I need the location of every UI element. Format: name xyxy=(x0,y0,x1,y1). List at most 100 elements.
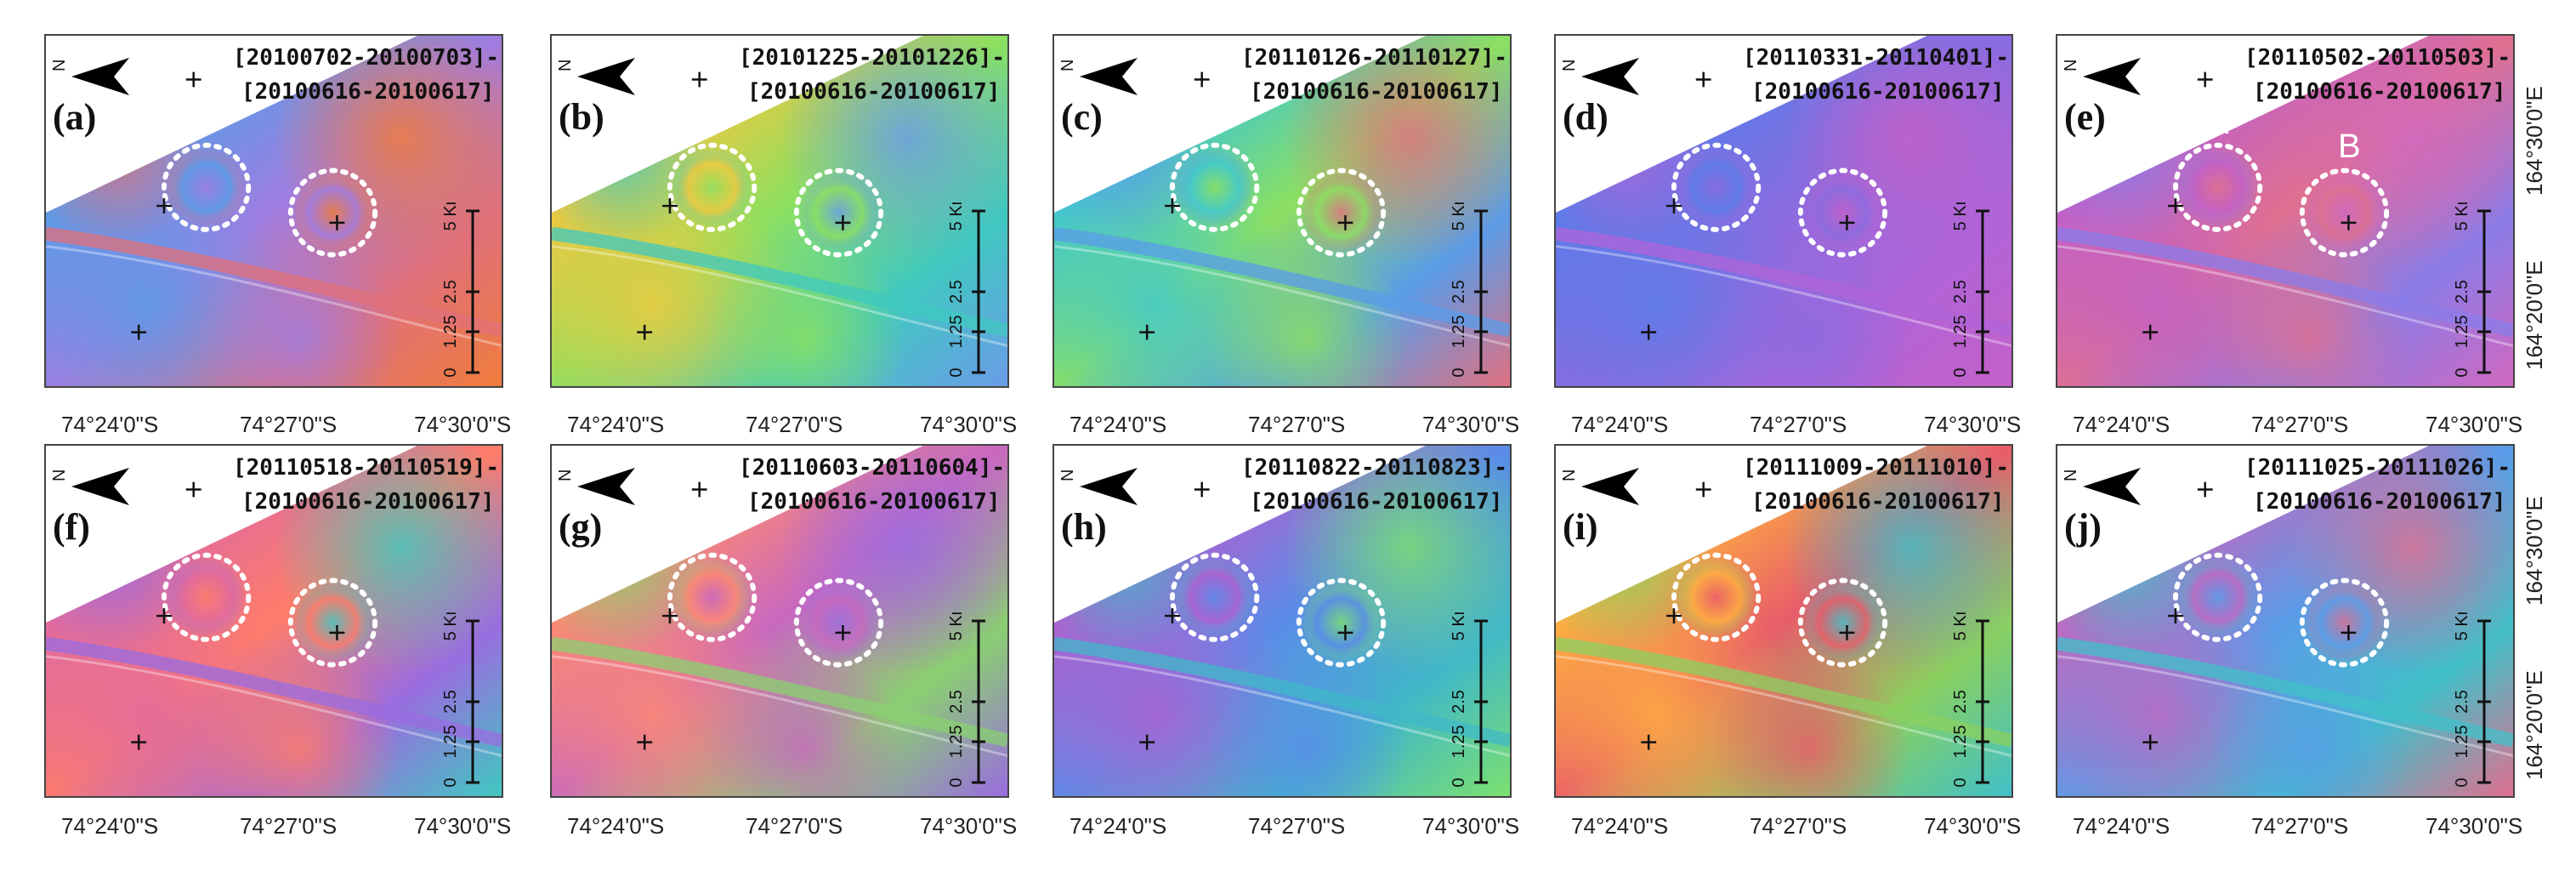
scale-bar-label: 2.5 xyxy=(2453,280,2471,304)
interferogram-image xyxy=(1054,36,1510,386)
x-tick-label: 74°24'0"S xyxy=(1571,813,1669,839)
date-bottom: [20100616-20100617] xyxy=(747,489,1001,515)
scale-bar-label: 2.5 xyxy=(1951,280,1970,304)
panel-label: (d) xyxy=(1563,96,1609,138)
scale-bar-label: 1.25 xyxy=(947,726,966,759)
scale-bar-label: 5 Km xyxy=(1450,612,1468,640)
north-arrow-icon: N xyxy=(557,58,635,95)
scale-bar-label: 0 xyxy=(441,777,460,787)
panel-f: N (f) [20110518-20110519]- [20100616-201006… xyxy=(44,444,503,798)
date-pair-label: [20110822-20110823]- [20100616-20100617] xyxy=(1241,451,1507,519)
date-pair-label: [20111025-20111026]- [20100616-20100617] xyxy=(2244,451,2511,519)
svg-text:N: N xyxy=(2063,470,2080,481)
x-tick-label: 74°24'0"S xyxy=(567,412,665,437)
x-tick-label: 74°30'0"S xyxy=(2426,412,2523,437)
date-top: [20100702-20100703]- xyxy=(233,45,500,71)
x-tick-label: 74°27'0"S xyxy=(746,412,843,437)
north-arrow-icon: N xyxy=(1059,58,1138,95)
date-top: [20111009-20111010]- xyxy=(1743,455,2010,481)
scale-bar-label: 1.25 xyxy=(441,726,460,759)
interferogram-image xyxy=(1556,446,2011,796)
x-tick-label: 74°27'0"S xyxy=(1248,412,1346,437)
scale-bar-label: 1.25 xyxy=(1450,726,1468,759)
y-tick-label: 164°30'0"E xyxy=(2522,86,2547,196)
scale-bar-label: 5 Km xyxy=(1951,202,1970,231)
date-top: [20101225-20101226]- xyxy=(739,45,1006,71)
y-tick-label: 164°20'0"E xyxy=(2522,670,2547,780)
panel-label: (j) xyxy=(2064,506,2102,548)
x-tick-label: 74°27'0"S xyxy=(746,813,843,839)
date-bottom: [20100616-20100617] xyxy=(1250,79,1503,105)
lake-marker-b: B xyxy=(2338,128,2361,165)
scale-bar-label: 0 xyxy=(2453,777,2471,787)
panel-i: N (i) [20111009-20111010]- [20100616-201006… xyxy=(1554,444,2013,798)
scale-bar-label: 5 Km xyxy=(947,612,966,640)
scale-bar-label: 0 xyxy=(947,367,966,377)
date-bottom: [20100616-20100617] xyxy=(1751,79,2005,105)
panel-d: N (d) [20110331-20110401]- [20100616-201006… xyxy=(1554,34,2013,388)
x-tick-label: 74°27'0"S xyxy=(240,813,338,839)
north-arrow-icon: N xyxy=(2063,58,2141,95)
interferogram-image xyxy=(552,36,1007,386)
panel-label: (a) xyxy=(53,96,97,138)
date-pair-label: [20110502-20110503]- [20100616-20100617] xyxy=(2244,41,2511,109)
scale-bar: 0 1.25 2.5 5 Km xyxy=(947,202,985,378)
x-tick-label: 74°24'0"S xyxy=(1571,412,1669,437)
x-tick-label: 74°27'0"S xyxy=(240,412,338,437)
panel-c: N (c) [20110126-20110127]- [20100616-201006… xyxy=(1053,34,1512,388)
svg-text:N: N xyxy=(51,470,69,481)
x-tick-label: 74°24'0"S xyxy=(1070,412,1167,437)
north-arrow-icon: N xyxy=(557,468,635,505)
x-tick-label: 74°24'0"S xyxy=(61,813,159,839)
scale-bar-label: 2.5 xyxy=(441,690,460,714)
panel-b: N (b) [20101225-20101226]- [20100616-201006… xyxy=(550,34,1009,388)
date-pair-label: [20110126-20110127]- [20100616-20100617] xyxy=(1241,41,1507,109)
scale-bar: 0 1.25 2.5 5 Km xyxy=(1450,612,1488,788)
date-bottom: [20100616-20100617] xyxy=(2253,79,2506,105)
x-tick-label: 74°30'0"S xyxy=(414,813,512,839)
panel-label: (g) xyxy=(559,506,603,548)
panel-j: N (j) [20111025-20111026]- [20100616-201006… xyxy=(2056,444,2515,798)
scale-bar: 0 1.25 2.5 5 Km xyxy=(441,202,479,378)
scale-bar-label: 2.5 xyxy=(1450,280,1468,304)
svg-text:N: N xyxy=(1059,470,1077,481)
scale-bar-label: 2.5 xyxy=(1951,690,1970,714)
x-tick-label: 74°27'0"S xyxy=(2251,412,2349,437)
date-bottom: [20100616-20100617] xyxy=(1250,489,1503,515)
panel-e: N (e) [20110502-20110503]- [20100616-201006… xyxy=(2056,34,2515,388)
interferogram-image xyxy=(2057,446,2513,796)
scale-bar-label: 2.5 xyxy=(1450,690,1468,714)
scale-bar-label: 1.25 xyxy=(441,316,460,349)
x-tick-label: 74°30'0"S xyxy=(1422,813,1520,839)
scale-bar-label: 0 xyxy=(1450,367,1468,377)
x-tick-label: 74°30'0"S xyxy=(920,813,1018,839)
interferogram-image xyxy=(2057,36,2513,386)
panel-label: (c) xyxy=(1061,96,1103,138)
scale-bar-label: 2.5 xyxy=(947,690,966,714)
date-pair-label: [20101225-20101226]- [20100616-20100617] xyxy=(739,41,1005,109)
scale-bar: 0 1.25 2.5 5 Km xyxy=(947,612,985,788)
scale-bar-label: 5 Km xyxy=(441,612,460,640)
date-bottom: [20100616-20100617] xyxy=(2253,489,2506,515)
svg-text:N: N xyxy=(1561,60,1579,71)
y-tick-label: 164°20'0"E xyxy=(2522,260,2547,370)
scale-bar-label: 1.25 xyxy=(2453,316,2471,349)
panel-g: N (g) [20110603-20110604]- [20100616-201006… xyxy=(550,444,1009,798)
panel-label: (e) xyxy=(2064,96,2106,138)
date-bottom: [20100616-20100617] xyxy=(747,79,1001,105)
scale-bar-label: 1.25 xyxy=(947,316,966,349)
x-tick-label: 74°30'0"S xyxy=(1422,412,1520,437)
svg-text:N: N xyxy=(2063,60,2080,71)
scale-bar-label: 5 Km xyxy=(1450,202,1468,231)
date-pair-label: [20111009-20111010]- [20100616-20100617] xyxy=(1743,451,2009,519)
scale-bar-label: 0 xyxy=(441,367,460,377)
scale-bar-label: 1.25 xyxy=(1951,316,1970,349)
scale-bar-label: 0 xyxy=(1951,367,1970,377)
date-top: [20110502-20110503]- xyxy=(2244,45,2511,71)
date-pair-label: [20100702-20100703]- [20100616-20100617] xyxy=(233,41,499,109)
interferogram-image xyxy=(1054,446,1510,796)
north-arrow-icon: N xyxy=(51,468,129,505)
x-tick-label: 74°30'0"S xyxy=(920,412,1018,437)
x-tick-label: 74°24'0"S xyxy=(61,412,159,437)
interferogram-image xyxy=(46,446,502,796)
